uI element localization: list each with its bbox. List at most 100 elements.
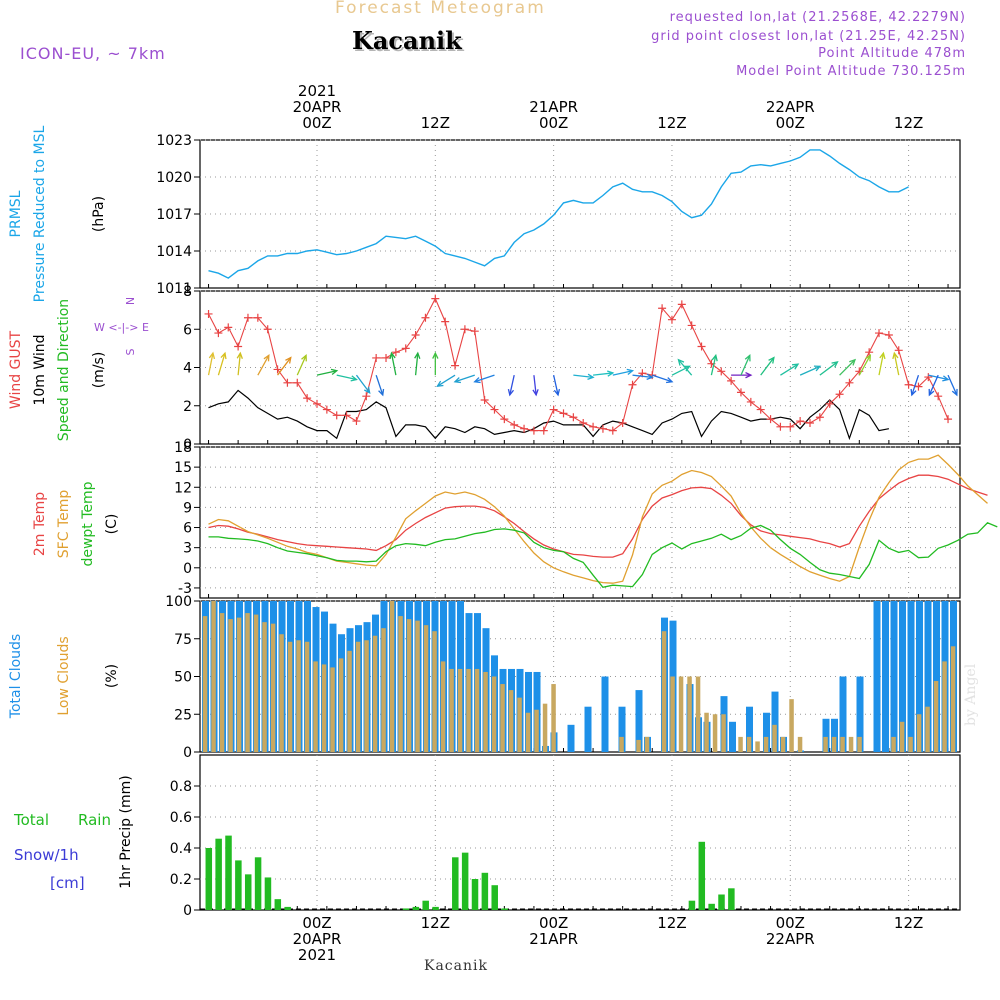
wind-line	[208, 389, 890, 441]
gust-point	[944, 415, 953, 424]
rain-bar	[688, 900, 696, 910]
rain-bar	[264, 877, 272, 910]
bottom-time-label: 12Z	[421, 914, 450, 932]
bottom-time-label: 21APR	[529, 930, 578, 948]
low-cloud-bar	[508, 690, 514, 752]
low-cloud-bar	[636, 739, 641, 752]
wind-label-speed: Speed and Direction	[56, 299, 72, 441]
total-cloud-bar	[916, 601, 923, 752]
wind-ytick-label: 6	[183, 322, 192, 338]
top-time-label: 12Z	[894, 114, 923, 132]
low-cloud-bar	[432, 631, 437, 752]
precip-ytick-label: 0.6	[170, 810, 192, 826]
low-cloud-bar	[321, 664, 327, 752]
pressure-ytick-label: 1017	[156, 207, 192, 223]
low-cloud-bar	[440, 661, 446, 752]
gust-point	[382, 353, 391, 362]
precip-legend-total: Total	[13, 811, 49, 829]
top-time-label: 12Z	[657, 114, 686, 132]
wind-arrow	[236, 351, 243, 376]
temperature-ytick-label: 6	[183, 521, 192, 537]
rain-bar	[452, 857, 459, 910]
gust-point	[510, 420, 519, 429]
gust-point	[490, 405, 499, 414]
low-cloud-bar	[772, 724, 777, 752]
gust-point	[243, 313, 252, 322]
total-cloud-bar	[618, 706, 626, 752]
temp-label-sfc: SFC Temp	[56, 490, 72, 559]
low-cloud-bar	[211, 601, 216, 752]
gust-line	[208, 297, 949, 432]
total-cloud-bar	[882, 601, 889, 752]
wind-arrow	[355, 374, 371, 394]
wind-arrow	[780, 363, 800, 376]
low-cloud-bar	[899, 721, 905, 752]
low-cloud-bar	[891, 736, 896, 752]
wind-arrow	[296, 353, 307, 376]
rain-bar	[254, 857, 262, 910]
footer-location: Kacanik	[424, 958, 488, 974]
wind-arrow	[858, 354, 872, 376]
low-cloud-bar	[491, 676, 497, 752]
low-cloud-bar	[279, 634, 284, 752]
total-cloud-bar	[771, 691, 779, 752]
low-cloud-bar	[831, 736, 837, 752]
gust-point	[313, 399, 321, 408]
low-cloud-bar	[840, 736, 845, 752]
low-cloud-bar	[364, 640, 369, 752]
gust-point	[618, 418, 627, 427]
wind-arrow	[612, 368, 635, 376]
low-cloud-bar	[228, 619, 233, 752]
rain-bar	[205, 848, 213, 910]
gust-point	[224, 323, 233, 332]
low-cloud-bar	[542, 703, 548, 752]
gust-point	[332, 411, 341, 420]
wind-arrow	[473, 374, 495, 384]
gust-point	[559, 409, 568, 418]
clouds-ytick-label: 25	[174, 707, 192, 723]
low-cloud-bar	[780, 736, 786, 752]
precip-legend-rain: Rain	[78, 811, 111, 829]
low-cloud-bar	[695, 676, 701, 752]
precip-ytick-label: 0.4	[170, 841, 192, 857]
pressure-label-unit: (hPa)	[91, 196, 107, 232]
gust-point	[786, 422, 795, 431]
low-cloud-bar	[245, 613, 250, 752]
wind-arrow	[553, 375, 561, 397]
gust-point	[934, 392, 943, 401]
wind-arrow	[760, 356, 775, 376]
gust-point	[401, 344, 410, 353]
wind-ytick-label: 4	[183, 361, 192, 377]
gust-point	[520, 424, 529, 433]
low-cloud-bar	[330, 667, 335, 752]
total-cloud-bar	[907, 601, 915, 752]
pressure-label-prmsl: PRMSL	[8, 190, 24, 237]
low-cloud-bar	[270, 623, 276, 752]
dir-legend-we: W <-|-> E	[94, 321, 149, 334]
gust-point	[589, 422, 598, 431]
total-cloud-bar	[763, 712, 770, 752]
gust-point	[815, 413, 824, 422]
total-cloud-bar	[822, 718, 830, 752]
gust-point	[914, 382, 923, 391]
wind-arrow	[389, 351, 397, 376]
wind-arrow	[799, 365, 822, 376]
total-cloud-bar	[856, 676, 864, 752]
temperature-ytick-label: 9	[183, 500, 192, 516]
low-cloud-bar	[908, 736, 913, 752]
cloud-label-unit: (%)	[104, 664, 120, 688]
low-cloud-bar	[789, 699, 794, 752]
low-cloud-bar	[355, 641, 361, 752]
wind-arrow	[593, 370, 615, 377]
gust-point	[717, 367, 726, 376]
wind-label-10m: 10m Wind	[32, 334, 48, 405]
precip-ytick-label: 0.8	[170, 779, 192, 795]
gust-point	[806, 418, 814, 427]
low-cloud-bar	[712, 714, 718, 752]
low-cloud-bar	[287, 641, 293, 752]
gust-point	[904, 380, 913, 389]
total-cloud-bar	[924, 601, 932, 752]
gust-point	[845, 378, 854, 387]
low-cloud-bar	[619, 736, 624, 752]
rain-bar	[481, 872, 489, 910]
